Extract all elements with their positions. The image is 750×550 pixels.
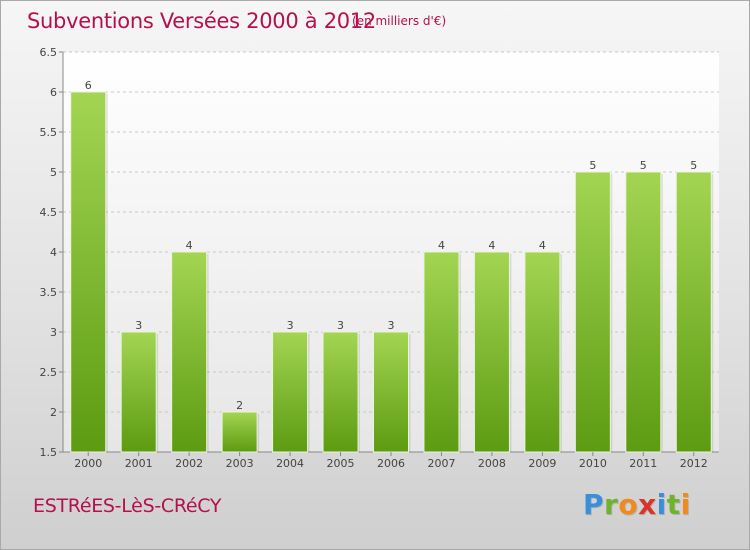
bar	[473, 251, 510, 453]
x-tick-label: 2008	[478, 457, 506, 470]
x-tick-label: 2005	[327, 457, 355, 470]
bar	[171, 251, 208, 453]
bar	[625, 171, 662, 453]
bar	[221, 411, 258, 453]
data-label: 5	[690, 159, 697, 172]
y-tick-label: 5.5	[40, 126, 58, 139]
commune-name: ESTRéES-LèS-CRéCY	[33, 495, 222, 517]
logo-letter: i	[656, 488, 667, 521]
bar	[120, 331, 157, 453]
bar	[423, 251, 460, 453]
data-label: 2	[236, 399, 243, 412]
x-tick-label: 2010	[579, 457, 607, 470]
data-label: 4	[488, 239, 495, 252]
logo-letter: i	[680, 488, 691, 521]
x-tick-label: 2007	[427, 457, 455, 470]
y-tick-label: 2	[50, 406, 57, 419]
data-label: 3	[388, 319, 395, 332]
chart-subtitle: (en milliers d'€)	[352, 14, 447, 28]
bar	[524, 251, 561, 453]
logo-letter: t	[666, 488, 681, 521]
x-tick-label: 2006	[377, 457, 405, 470]
data-label: 4	[539, 239, 546, 252]
y-tick-label: 5	[50, 166, 57, 179]
y-tick-label: 3	[50, 326, 57, 339]
data-label: 3	[135, 319, 142, 332]
y-tick-label: 3.5	[40, 286, 58, 299]
x-tick-label: 2000	[74, 457, 102, 470]
bar	[70, 91, 107, 453]
logo-letter: x	[638, 488, 657, 521]
logo-letter: r	[604, 488, 619, 521]
data-label: 5	[640, 159, 647, 172]
y-tick-label: 4	[50, 246, 57, 259]
data-label: 4	[186, 239, 193, 252]
logo-letter: o	[618, 488, 639, 521]
data-label: 6	[85, 79, 92, 92]
logo-letter: P	[583, 488, 605, 521]
data-label: 3	[287, 319, 294, 332]
x-tick-label: 2003	[226, 457, 254, 470]
proxiti-logo: Proxiti	[583, 488, 691, 521]
y-tick-label: 2.5	[40, 366, 58, 379]
bar	[574, 171, 611, 453]
bar	[675, 171, 712, 453]
bar	[373, 331, 409, 453]
x-tick-label: 2011	[629, 457, 657, 470]
data-label: 4	[438, 239, 445, 252]
x-tick-label: 2012	[680, 457, 708, 470]
y-tick-label: 6	[50, 86, 57, 99]
x-tick-label: 2001	[125, 457, 153, 470]
data-label: 5	[589, 159, 596, 172]
x-tick-label: 2002	[175, 457, 203, 470]
y-tick-label: 1.5	[40, 446, 58, 459]
x-tick-label: 2004	[276, 457, 304, 470]
chart-title: Subventions Versées 2000 à 2012	[27, 9, 376, 33]
bar	[272, 331, 309, 453]
x-tick-label: 2009	[528, 457, 556, 470]
bar	[322, 331, 359, 453]
y-tick-label: 4.5	[40, 206, 58, 219]
y-tick-label: 6.5	[40, 46, 58, 59]
data-label: 3	[337, 319, 344, 332]
